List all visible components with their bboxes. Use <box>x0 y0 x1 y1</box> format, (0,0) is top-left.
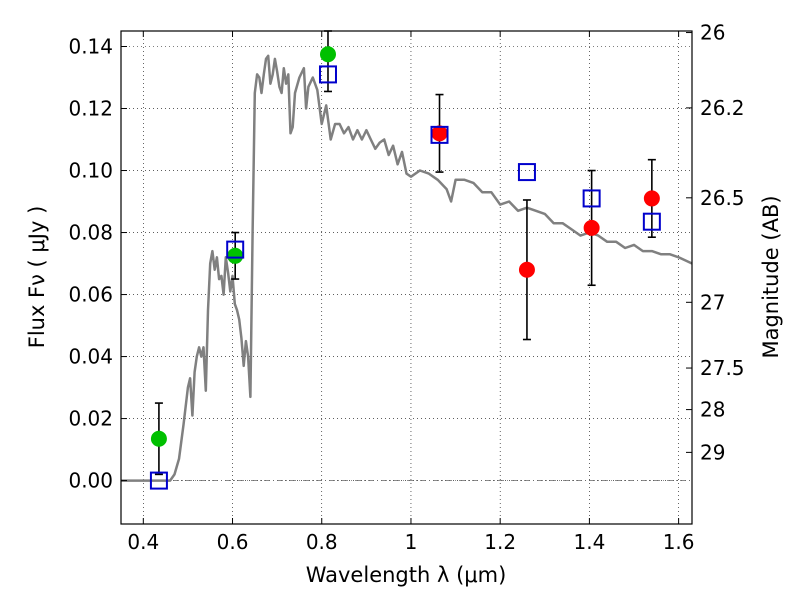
x-tick-label: 0.8 <box>306 530 338 554</box>
model-square <box>582 189 601 208</box>
y2-axis-label: Magnitude (AB) <box>759 195 783 358</box>
y-tick-label: 0.10 <box>68 159 113 183</box>
y2-tick-label: 26.5 <box>700 186 745 210</box>
model-square <box>226 240 245 259</box>
y2-tick-label: 26 <box>700 21 725 45</box>
x-tick-label: 0.6 <box>217 530 249 554</box>
y-tick-label: 0.12 <box>68 97 113 121</box>
y-tick-label: 0.00 <box>68 469 113 493</box>
x-tick-label: 1.2 <box>484 530 516 554</box>
data-markers <box>149 46 661 490</box>
y2-tick-label: 27.5 <box>700 356 745 380</box>
plot-frame <box>120 30 693 525</box>
plot-area <box>121 31 692 524</box>
data-point <box>319 46 336 63</box>
y-tick-label: 0.04 <box>68 345 113 369</box>
x-axis: 0.4 0.6 0.8 1 1.2 1.4 1.6 <box>127 31 695 554</box>
x-tick-label: 1.4 <box>573 530 605 554</box>
y2-tick-label: 26.2 <box>700 96 745 120</box>
x-tick-label: 1.6 <box>663 530 695 554</box>
y2-tick-label: 29 <box>700 440 725 464</box>
y-tick-label: 0.02 <box>68 407 113 431</box>
y-tick-label: 0.06 <box>68 283 113 307</box>
y2-tick-label: 28 <box>700 398 725 422</box>
model-square <box>149 471 168 490</box>
model-square <box>642 212 661 231</box>
model-square <box>517 163 536 182</box>
y-tick-label: 0.14 <box>68 35 113 59</box>
template-spectrum <box>121 54 693 482</box>
data-point <box>227 247 244 264</box>
y2-tick-label: 27 <box>700 290 725 314</box>
template-line <box>121 54 693 482</box>
data-point <box>643 190 660 207</box>
y-axis-label: Flux Fν ( μJy ) <box>25 206 49 349</box>
data-point <box>583 219 600 236</box>
model-square <box>430 125 449 144</box>
x-tick-label: 1 <box>405 530 418 554</box>
x-axis-label: Wavelength λ (μm) <box>306 563 507 587</box>
y-axis-right: 26 26.2 26.5 27 27.5 28 29 <box>686 21 745 464</box>
model-square <box>318 65 337 84</box>
y-axis-left: 0.00 0.02 0.04 0.06 0.08 0.10 0.12 0.14 <box>68 35 127 493</box>
x-tick-label: 0.4 <box>127 530 159 554</box>
data-point <box>518 261 535 278</box>
y-tick-label: 0.08 <box>68 221 113 245</box>
data-point <box>150 430 167 447</box>
data-point <box>431 125 448 142</box>
